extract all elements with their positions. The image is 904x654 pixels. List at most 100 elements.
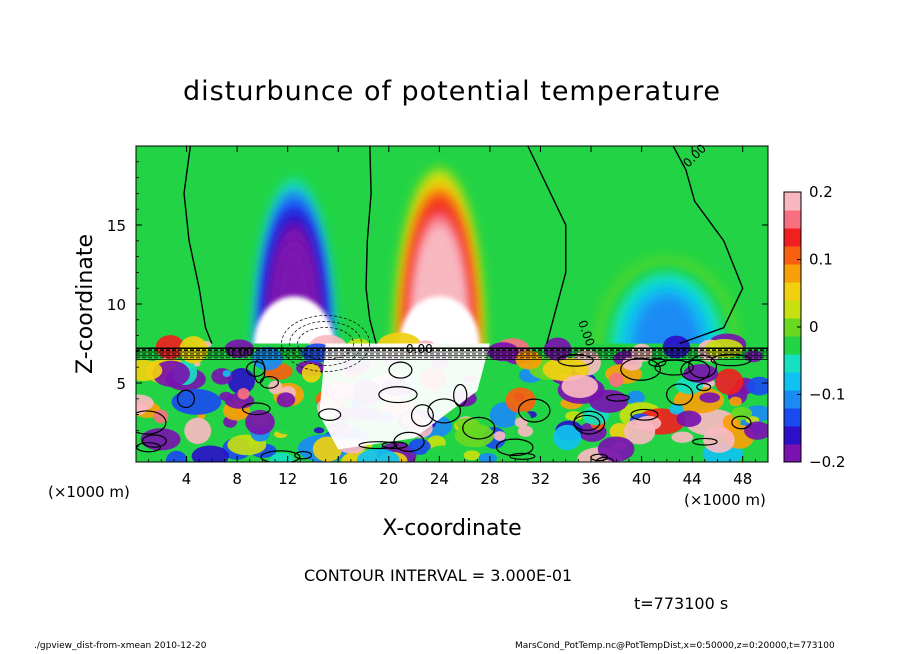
x-unit-left: (×1000 m): [48, 483, 130, 501]
turbulence-blob: [729, 396, 742, 407]
turbulence-blob: [699, 392, 721, 403]
turbulence-blob: [589, 389, 629, 413]
turbulence-blob: [184, 417, 212, 445]
colorbar-segment: [784, 210, 801, 229]
turbulence-blob: [237, 387, 250, 400]
lower-contour: [260, 450, 301, 462]
time-label: t=773100 s: [634, 594, 729, 613]
colorbar-segment: [784, 336, 801, 355]
turbulence-blob: [517, 425, 534, 437]
x-tick-label: 24: [430, 470, 449, 488]
x-tick-label: 28: [480, 470, 499, 488]
colorbar-tick-label: 0: [809, 318, 819, 336]
zero-contour: [672, 146, 744, 345]
turbulence-blob: [211, 368, 233, 385]
x-tick-label: 40: [632, 470, 651, 488]
lower-contour: [381, 441, 408, 450]
lower-contour: [680, 359, 711, 382]
colorbar-segment: [784, 354, 801, 373]
contour-label: 0.00: [406, 342, 433, 356]
lower-contour: [648, 357, 667, 367]
turbulence-blob: [626, 390, 645, 405]
footer-data-source: MarsCond_PotTemp.nc@PotTempDist,x=0:5000…: [515, 641, 835, 651]
turbulence-blob: [463, 450, 481, 461]
turbulence-blob: [313, 427, 325, 434]
turbulence-blob: [635, 415, 662, 431]
x-tick-label: 8: [232, 470, 242, 488]
turbulence-blob: [171, 389, 222, 415]
turbulence-blob: [530, 434, 554, 457]
turbulence-blob: [478, 452, 497, 462]
lower-contour: [517, 398, 551, 423]
turbulence-blob: [274, 419, 297, 435]
lower-contour: [136, 410, 167, 435]
plume-band: [632, 295, 701, 344]
colorbar-segment: [784, 408, 801, 427]
colorbar-tick-label: 0.2: [809, 183, 833, 201]
turbulence-blob: [662, 335, 691, 359]
zero-contour: [365, 146, 377, 344]
colorbar-tick-label: −0.2: [809, 453, 845, 471]
turbulence-blob: [136, 404, 147, 415]
turbulence-blob: [191, 445, 229, 462]
lower-contour: [136, 442, 162, 453]
footer-script-name: ./gpview_dist-from-xmean 2010-12-20: [34, 641, 207, 651]
lower-contour: [427, 398, 462, 424]
lower-contour: [696, 382, 712, 392]
lower-contour: [620, 357, 661, 381]
turbulence-blob: [301, 363, 321, 383]
lower-contour: [318, 408, 342, 421]
colorbar-segment: [784, 192, 801, 211]
x-tick-label: 16: [329, 470, 348, 488]
colorbar-segment: [784, 246, 801, 265]
colorbar-segment: [784, 372, 801, 391]
negative-contour: [297, 327, 354, 360]
y-axis: 5 10 15: [107, 161, 768, 447]
lower-contour: [358, 441, 398, 450]
turbulence-blob: [676, 410, 702, 428]
x-tick-label: 4: [182, 470, 192, 488]
turbulence-blob: [155, 335, 185, 360]
lower-contour: [557, 354, 594, 367]
colorbar-tick-label: −0.1: [809, 386, 845, 404]
turbulence-blob: [565, 411, 583, 421]
colorbar-segment: [784, 300, 801, 319]
x-tick-label: 20: [379, 470, 398, 488]
turbulence-blob: [136, 359, 163, 382]
colorbar-segment: [784, 426, 801, 445]
x-unit-right: (×1000 m): [684, 491, 766, 509]
contour-lines: [136, 146, 768, 462]
lower-contour: [495, 438, 534, 457]
turbulence-blob: [269, 452, 295, 462]
chart-title: disturbunce of potential temperature: [183, 76, 721, 107]
turbulence-blob: [424, 445, 460, 462]
colorbar: 0.2 0.1 0 −0.1 −0.2: [783, 183, 845, 471]
colorbar-segment: [784, 390, 801, 409]
turbulence-blob: [454, 423, 495, 448]
turbulence-blob: [493, 431, 506, 441]
lower-contour: [462, 416, 496, 440]
lower-contour: [692, 437, 718, 446]
heatmap-field: [136, 146, 768, 462]
turbulence-blob: [505, 387, 536, 414]
y-tick-label: 15: [107, 217, 126, 235]
turbulence-blob: [608, 372, 624, 388]
colorbar-segment: [784, 444, 801, 463]
lower-contour: [509, 452, 536, 460]
turbulence-blob: [245, 409, 275, 435]
lower-contour: [253, 358, 266, 384]
zero-contour: [183, 146, 213, 344]
lower-contour: [688, 354, 718, 379]
turbulence-blob: [609, 422, 630, 441]
turbulence-blob: [553, 424, 582, 451]
turbulence-blob: [622, 356, 643, 371]
zero-contour: [527, 146, 567, 344]
lower-contour: [453, 383, 468, 407]
turbulence-blob: [744, 421, 768, 440]
colorbar-tick-label: 0.1: [809, 251, 833, 269]
x-tick-label: 36: [581, 470, 600, 488]
lower-contour: [573, 410, 606, 435]
turbulence-blob: [543, 337, 572, 361]
lower-contour: [654, 359, 694, 376]
